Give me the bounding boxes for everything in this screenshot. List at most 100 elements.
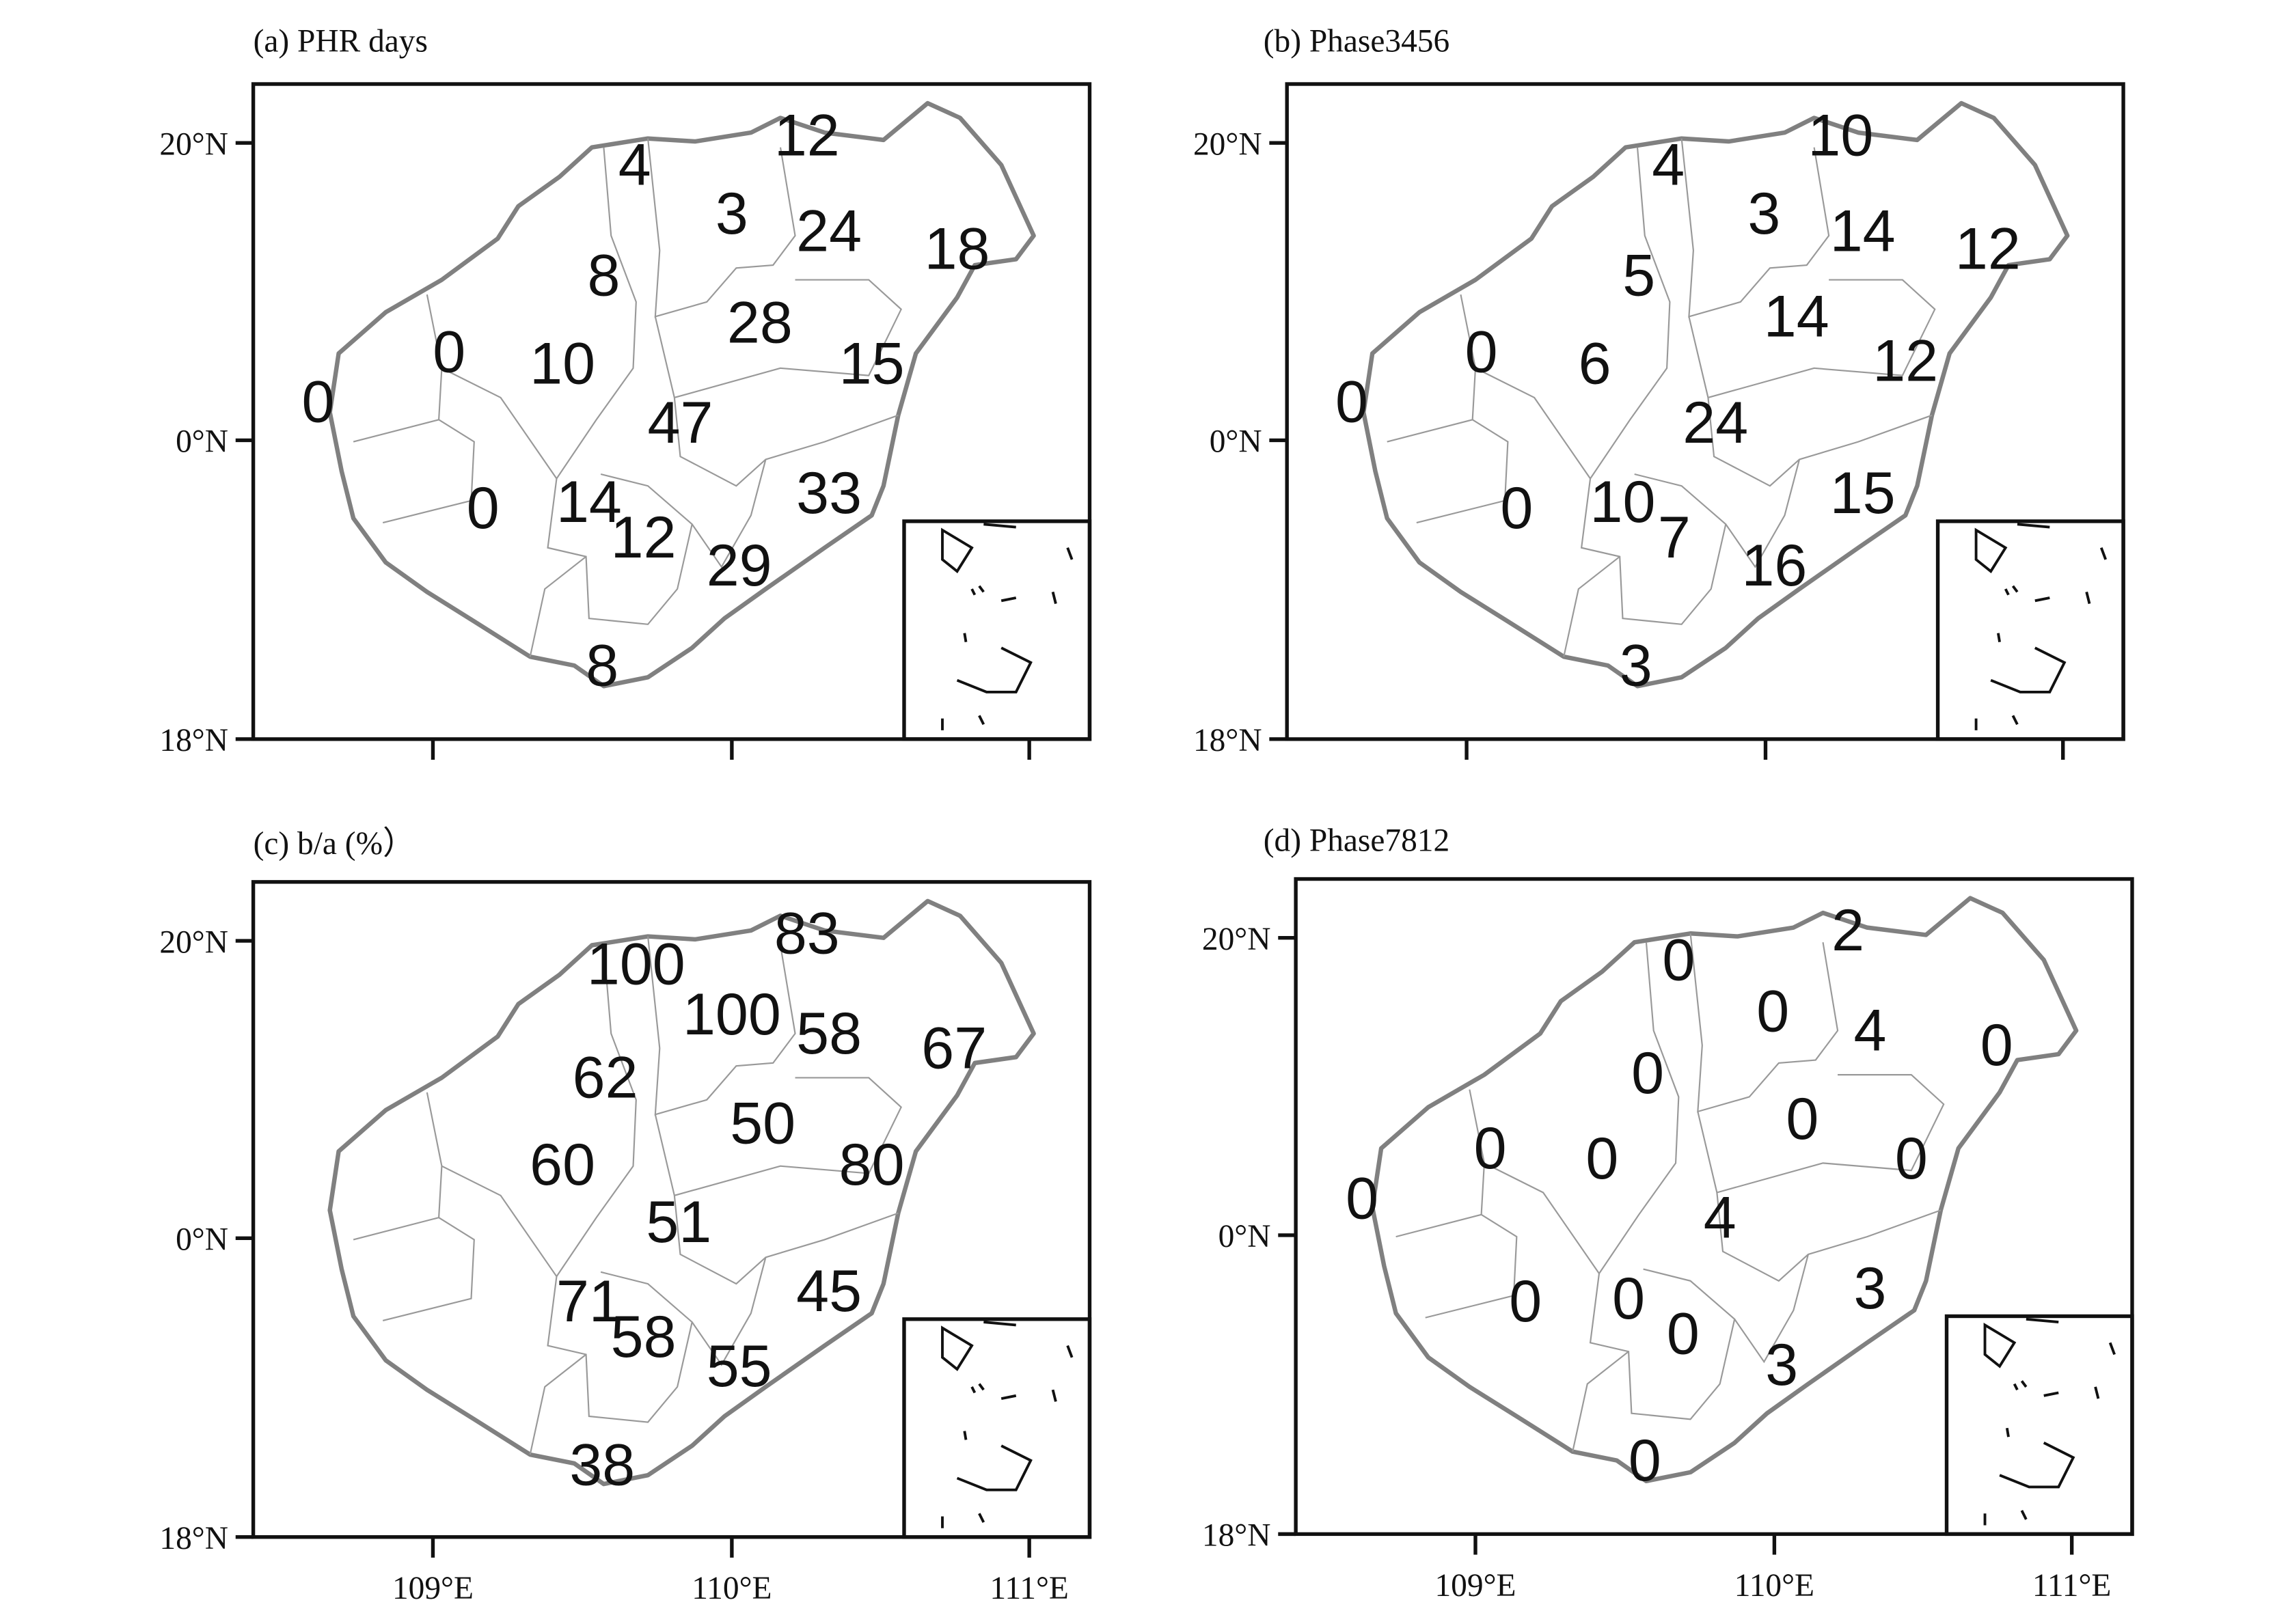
county-value: 18 (925, 217, 990, 282)
county-value: 15 (839, 331, 905, 397)
island-map (1372, 898, 2132, 1534)
county-value: 67 (921, 1016, 987, 1082)
county-value: 62 (573, 1045, 638, 1111)
panel-title: (a) PHR days (254, 24, 428, 59)
county-value: 38 (569, 1432, 635, 1498)
county-value: 100 (587, 932, 685, 997)
y-tick-label: 20°N (1193, 126, 1262, 162)
county-value: 12 (774, 103, 840, 169)
county-value: 0 (1895, 1126, 1928, 1192)
county-value: 8 (587, 243, 620, 308)
county-value: 14 (1764, 284, 1829, 350)
county-value: 10 (530, 331, 595, 397)
county-value: 3 (1765, 1332, 1798, 1398)
county-value: 33 (796, 460, 862, 526)
x-tick-label: 111°E (990, 1571, 1068, 1606)
county-value: 3 (716, 181, 748, 247)
county-value: 16 (1741, 533, 1807, 598)
panel-title: (d) Phase7812 (1264, 823, 1449, 859)
county-value: 47 (648, 390, 713, 456)
county-value: 0 (1756, 979, 1789, 1045)
county-value: 55 (707, 1334, 772, 1399)
y-tick-label: 0°N (1210, 424, 1262, 460)
map-frame (251, 880, 1092, 1539)
x-tick-label: 109°E (392, 1571, 474, 1606)
county-value: 80 (839, 1132, 905, 1198)
county-value: 10 (1590, 469, 1656, 535)
county-value: 15 (1830, 460, 1896, 526)
x-tick-label: 109°E (1435, 1568, 1516, 1604)
county-value: 14 (1830, 199, 1896, 264)
panel: (a) PHR days 20°N 0°N 18°N 4 12 3 24 18 8 28 0 10 15 0… (159, 24, 1089, 760)
y-tick-label: 0°N (1218, 1219, 1271, 1254)
map-frame (1285, 82, 2125, 741)
county-value: 0 (1585, 1126, 1618, 1192)
county-value: 50 (730, 1090, 795, 1156)
y-tick-label: 20°N (159, 126, 228, 162)
panel-title: (c) b/a (%） (254, 826, 416, 862)
map-frame (251, 82, 1092, 741)
county-value: 0 (1509, 1269, 1542, 1334)
y-tick-label: 18°N (159, 723, 228, 758)
county-value: 14 (556, 469, 622, 535)
county-value: 0 (1474, 1116, 1507, 1181)
county-value: 5 (1622, 243, 1655, 308)
county-value: 0 (1629, 1428, 1661, 1494)
county-value: 58 (796, 1001, 862, 1066)
y-tick-label: 20°N (159, 924, 228, 960)
county-value: 0 (1612, 1266, 1645, 1332)
panel-title: (b) Phase3456 (1264, 24, 1449, 59)
county-value: 0 (1980, 1013, 2013, 1078)
county-value: 83 (774, 900, 840, 966)
county-value: 71 (556, 1269, 622, 1334)
county-value: 45 (796, 1258, 862, 1324)
county-value: 0 (1500, 476, 1533, 541)
county-value: 0 (1631, 1041, 1664, 1106)
x-tick-label: 110°E (692, 1571, 772, 1606)
county-value: 4 (618, 133, 651, 198)
county-value: 12 (611, 505, 677, 570)
y-tick-label: 18°N (1193, 723, 1262, 758)
x-tick-label: 111°E (2032, 1568, 2111, 1604)
county-value: 0 (301, 370, 334, 435)
county-value: 0 (1465, 319, 1498, 385)
county-value: 29 (707, 533, 772, 598)
panel: (c) b/a (%） 20°N 0°N 18°N 109°E 110°E 111°E 100… (159, 826, 1089, 1606)
y-tick-label: 0°N (176, 1222, 228, 1258)
county-value: 58 (611, 1304, 677, 1370)
y-tick-label: 18°N (1202, 1518, 1271, 1554)
county-value: 4 (1652, 133, 1685, 198)
panel: (d) Phase7812 20°N 0°N 18°N 109°E 110°E 111°E 0… (1202, 823, 2132, 1604)
county-value: 4 (1704, 1185, 1736, 1250)
county-value: 0 (433, 319, 465, 385)
county-value: 3 (1620, 633, 1652, 698)
county-value: 51 (646, 1189, 711, 1255)
county-value: 0 (467, 476, 500, 541)
county-value: 28 (727, 290, 793, 355)
county-value: 0 (1335, 370, 1368, 435)
panel: (b) Phase3456 20°N 0°N 18°N 4 10 3 14 12 5 14 0 6 12 0… (1193, 24, 2123, 760)
county-value: 8 (586, 633, 618, 698)
y-tick-label: 20°N (1202, 922, 1271, 957)
county-value: 10 (1808, 103, 1873, 169)
county-value: 4 (1853, 998, 1886, 1064)
county-value: 100 (683, 982, 781, 1047)
county-value: 2 (1831, 898, 1864, 963)
county-value: 0 (1346, 1166, 1378, 1231)
county-value: 24 (796, 199, 862, 264)
map-frame (1294, 877, 2134, 1537)
county-value: 6 (1579, 331, 1611, 397)
county-value: 12 (1872, 328, 1938, 394)
county-value: 0 (1786, 1086, 1818, 1152)
y-tick-label: 0°N (176, 424, 228, 460)
county-value: 3 (1853, 1256, 1886, 1321)
county-value: 3 (1747, 181, 1780, 247)
county-value: 7 (1658, 505, 1691, 570)
county-value: 12 (1955, 217, 2021, 282)
county-value: 0 (1667, 1302, 1700, 1367)
county-value: 24 (1683, 390, 1748, 456)
county-value: 60 (530, 1132, 595, 1198)
x-tick-label: 110°E (1734, 1568, 1814, 1604)
y-tick-label: 18°N (159, 1521, 228, 1556)
